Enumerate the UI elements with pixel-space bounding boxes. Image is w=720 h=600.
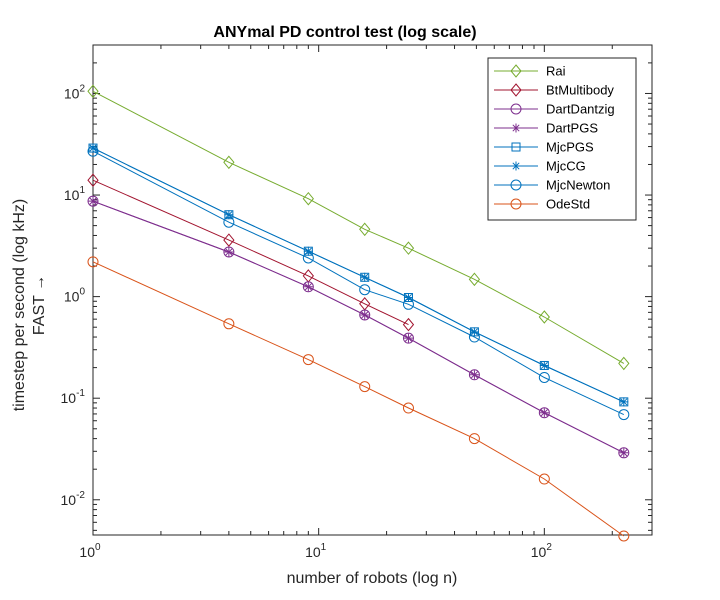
data-point-dartdantzig — [402, 332, 414, 344]
data-point-dartpgs — [224, 247, 234, 257]
legend-marker-dartdantzig — [510, 103, 522, 115]
data-point-mjccg — [619, 397, 629, 407]
y-tick-label: 102 — [64, 83, 86, 101]
data-point-dartpgs — [539, 408, 549, 418]
legend-marker-mjcnewton — [510, 179, 522, 191]
axes-box — [92, 44, 653, 536]
series-line-mjcnewton — [92, 150, 625, 416]
data-point-rai — [302, 191, 314, 206]
data-point-odestd — [359, 381, 371, 393]
data-point-mjccg — [360, 272, 370, 282]
data-point-mjcnewton — [359, 284, 371, 296]
y-axis-label-line1: timestep per second (log kHz) — [11, 199, 28, 412]
data-point-mjcnewton — [538, 371, 550, 383]
y-axis-label-line2: FAST → — [31, 275, 48, 335]
legend-marker-odestd — [510, 198, 522, 210]
data-point-mjcnewton — [302, 252, 314, 264]
data-point-dartpgs — [619, 448, 629, 458]
data-point-mjcnewton — [223, 216, 235, 228]
series-rai — [87, 84, 630, 371]
data-point-rai — [538, 310, 550, 324]
legend-marker-btmultibody — [510, 83, 522, 97]
data-point-mjcnewton — [468, 331, 480, 343]
data-point-rai — [223, 155, 235, 170]
series-line-odestd — [92, 261, 625, 537]
data-point-rai — [618, 356, 630, 371]
legend: Rai BtMultibody DartDantzig DartPGS MjcPGS Mj… — [487, 57, 637, 221]
data-point-dartpgs — [88, 196, 98, 206]
data-point-odestd — [402, 402, 414, 414]
data-point-dartpgs — [360, 310, 370, 320]
legend-label-mjccg: MjcCG — [546, 159, 586, 174]
data-point-odestd — [223, 318, 235, 330]
series-dartpgs — [88, 196, 629, 458]
data-point-dartdantzig — [618, 447, 630, 459]
data-point-btmultibody — [223, 233, 235, 247]
data-point-odestd — [538, 473, 550, 485]
x-tick-label: 100 — [79, 542, 101, 560]
data-point-mjccg — [403, 293, 413, 303]
legend-marker-rai — [510, 64, 522, 78]
x-tick-label: 102 — [531, 542, 553, 560]
data-point-dartpgs — [303, 282, 313, 292]
legend-marker-mjccg — [511, 161, 521, 171]
data-point-dartpgs — [403, 333, 413, 343]
series-line-rai — [92, 90, 625, 364]
data-point-mjccg — [224, 210, 234, 220]
data-point-odestd — [468, 433, 480, 445]
legend-marker-dartpgs — [511, 123, 521, 133]
data-point-btmultibody — [87, 173, 99, 187]
data-point-dartdantzig — [87, 195, 99, 207]
series-line-dartpgs — [92, 200, 625, 454]
data-point-dartdantzig — [359, 309, 371, 321]
data-point-odestd — [87, 256, 99, 268]
data-point-rai — [468, 272, 481, 287]
data-point-rai — [359, 222, 371, 237]
series-line-mjccg — [92, 147, 625, 403]
legend-label-mjcnewton: MjcNewton — [546, 178, 610, 193]
data-point-dartdantzig — [468, 369, 480, 381]
y-tick-label: 10-2 — [61, 490, 86, 508]
data-point-rai — [402, 241, 415, 255]
data-point-dartdantzig — [538, 407, 550, 419]
data-point-dartdantzig — [223, 246, 235, 258]
x-axis-label: number of robots (log n) — [287, 570, 458, 587]
series-line-btmultibody — [92, 179, 409, 326]
legend-marker-mjcpgs — [511, 142, 521, 152]
data-point-mjcnewton — [87, 145, 99, 157]
data-point-dartdantzig — [302, 281, 314, 293]
data-point-mjccg — [88, 143, 98, 153]
y-tick-label: 101 — [64, 185, 86, 203]
legend-box — [487, 57, 637, 221]
series-odestd — [87, 256, 630, 542]
data-point-odestd — [302, 354, 314, 366]
legend-label-dartdantzig: DartDantzig — [546, 102, 615, 117]
x-tick-label: 101 — [305, 542, 327, 560]
chart-title: ANYmal PD control test (log scale) — [213, 24, 476, 41]
legend-label-btmultibody: BtMultibody — [546, 83, 614, 98]
plot-area: 100 101 102 10-2 10-1 100 101 102 Rai BtMultibody… — [61, 44, 653, 560]
legend-label-mjcpgs: MjcPGS — [546, 140, 594, 155]
data-point-btmultibody — [402, 317, 415, 332]
data-point-mjcnewton — [618, 409, 630, 421]
data-point-odestd — [618, 530, 630, 542]
series-dartdantzig — [87, 195, 630, 459]
series-btmultibody — [87, 173, 415, 332]
data-point-dartpgs — [469, 370, 479, 380]
legend-label-odestd: OdeStd — [546, 197, 590, 212]
legend-label-dartpgs: DartPGS — [546, 121, 598, 136]
data-point-mjccg — [303, 246, 313, 256]
data-point-mjcnewton — [402, 298, 414, 310]
y-tick-label: 10-1 — [61, 388, 86, 406]
y-axis-label: timestep per second (log kHz) FAST → — [11, 199, 48, 412]
legend-label-rai: Rai — [546, 64, 566, 79]
data-point-rai — [87, 84, 99, 99]
series-mjcnewton — [87, 145, 630, 421]
data-point-mjccg — [539, 360, 549, 370]
y-tick-label: 100 — [64, 287, 86, 305]
